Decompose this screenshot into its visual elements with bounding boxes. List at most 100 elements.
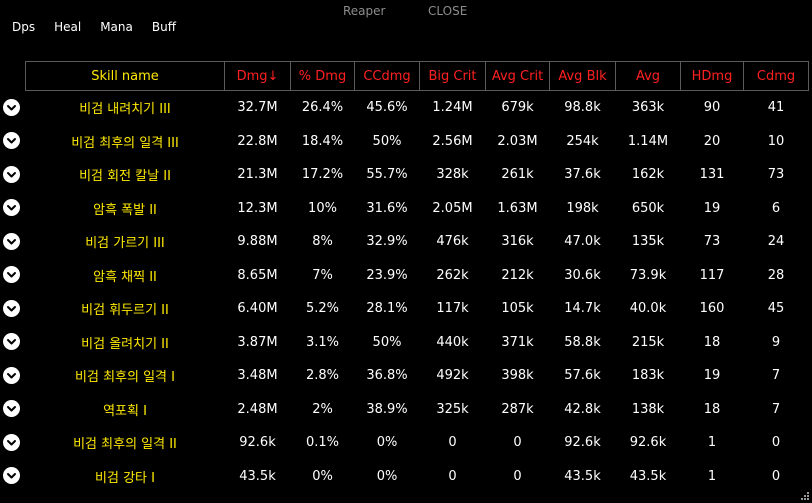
- tab-dps[interactable]: Dps: [12, 20, 36, 34]
- cell-avg-blk: 42.8k: [564, 401, 601, 417]
- cell-avg: 183k: [631, 368, 665, 384]
- column-header-avg-blk[interactable]: Avg Blk: [549, 61, 616, 91]
- cell-avg: 43.5k: [629, 468, 667, 484]
- cell-dmg: 43.5k: [239, 468, 276, 484]
- column-header-dmg[interactable]: Dmg↓: [224, 61, 291, 91]
- chevron-down-icon[interactable]: [3, 400, 20, 417]
- cell-avg-blk: 30.6k: [564, 267, 601, 283]
- cell-avg-blk: 58.8k: [564, 334, 601, 350]
- cell-avg-crit: 0: [513, 468, 522, 484]
- cell-dmg: 2.48M: [237, 401, 278, 417]
- chevron-down-icon[interactable]: [3, 467, 20, 484]
- cell-ccdmg: 28.1%: [366, 301, 408, 317]
- tab-mana[interactable]: Mana: [100, 20, 133, 34]
- cell-ccdmg: 55.7%: [366, 167, 408, 183]
- cell-avg-blk: 92.6k: [564, 435, 601, 451]
- table-row[interactable]: 암흑 폭발 II 12.3M 10% 31.6% 2.05M 1.63M 198k 650k 1…: [26, 192, 809, 226]
- cell-hdmg: 20: [703, 133, 721, 149]
- cell-skill-name: 비검 강타 I: [95, 470, 155, 486]
- column-header-skill-name[interactable]: Skill name: [25, 61, 225, 91]
- column-header-ccdmg[interactable]: CCdmg: [354, 61, 420, 91]
- cell-cdmg: 45: [767, 301, 785, 317]
- table-row[interactable]: 비검 휘두르기 II 6.40M 5.2% 28.1% 117k 105k 14.7k 40.…: [26, 292, 809, 326]
- column-header-percent-dmg[interactable]: % Dmg: [290, 61, 355, 91]
- cell-avg: 40.0k: [629, 301, 667, 317]
- cell-avg-blk: 47.0k: [564, 234, 601, 250]
- cell-avg-blk: 37.6k: [564, 167, 601, 183]
- cell-ccdmg: 38.9%: [366, 401, 408, 417]
- cell-avg-crit: 212k: [501, 267, 534, 283]
- cell-percent-dmg: 26.4%: [301, 100, 344, 116]
- chevron-down-icon[interactable]: [3, 199, 20, 216]
- cell-cdmg: 73: [767, 167, 785, 183]
- cell-dmg: 6.40M: [237, 301, 278, 317]
- cell-hdmg: 1: [707, 435, 717, 451]
- cell-hdmg: 73: [703, 234, 721, 250]
- column-header-cdmg[interactable]: Cdmg: [743, 61, 809, 91]
- table-row[interactable]: 비검 회전 칼날 II 21.3M 17.2% 55.7% 328k 261k 37.6k 1…: [26, 158, 809, 192]
- cell-avg-crit: 679k: [501, 100, 534, 116]
- cell-cdmg: 7: [771, 401, 781, 417]
- chevron-down-icon[interactable]: [3, 333, 20, 350]
- cell-cdmg: 10: [767, 133, 785, 149]
- cell-dmg: 22.8M: [237, 133, 278, 149]
- cell-ccdmg: 50%: [372, 334, 402, 350]
- cell-skill-name: 역포획 I: [103, 403, 147, 419]
- chevron-down-icon[interactable]: [3, 366, 20, 384]
- column-header-big-crit[interactable]: Big Crit: [419, 61, 486, 91]
- cell-cdmg: 0: [771, 435, 781, 451]
- cell-skill-name: 암흑 폭발 II: [93, 202, 157, 218]
- cell-cdmg: 7: [771, 368, 781, 384]
- cell-skill-name: 비검 최후의 일격 III: [71, 135, 179, 151]
- table-row[interactable]: 비검 최후의 일격 I 3.48M 2.8% 36.8% 492k 398k 57.6k 18…: [26, 359, 809, 393]
- table-row[interactable]: 비검 가르기 III 9.88M 8% 32.9% 476k 316k 47.0k 135k 7…: [26, 225, 809, 259]
- cell-big-crit: 328k: [436, 167, 469, 183]
- table-row[interactable]: 암흑 채찍 II 8.65M 7% 23.9% 262k 212k 30.6k 73.9k 11…: [26, 259, 809, 293]
- cell-percent-dmg: 0.1%: [305, 435, 340, 451]
- chevron-down-icon[interactable]: [3, 299, 20, 317]
- cell-avg-crit: 0: [513, 435, 522, 451]
- cell-big-crit: 492k: [436, 368, 469, 384]
- close-button[interactable]: CLOSE: [428, 4, 468, 18]
- cell-avg: 162k: [631, 167, 665, 183]
- cell-avg: 363k: [631, 100, 665, 116]
- resize-grip-icon[interactable]: [800, 491, 810, 501]
- cell-big-crit: 0: [448, 468, 457, 484]
- cell-avg-crit: 287k: [501, 401, 534, 417]
- cell-percent-dmg: 0%: [312, 468, 333, 484]
- cell-cdmg: 0: [771, 468, 781, 484]
- chevron-down-icon[interactable]: [3, 433, 20, 451]
- cell-dmg: 32.7M: [237, 100, 278, 116]
- cell-avg-blk: 254k: [566, 133, 599, 149]
- table-row[interactable]: 비검 강타 I 43.5k 0% 0% 0 0 43.5k 43.5k 1 0: [26, 460, 809, 494]
- cell-avg-blk: 98.8k: [564, 100, 601, 116]
- chevron-down-icon[interactable]: [3, 98, 20, 116]
- table-row[interactable]: 역포획 I 2.48M 2% 38.9% 325k 287k 42.8k 138k 18 7: [26, 393, 809, 427]
- chevron-down-icon[interactable]: [3, 165, 20, 183]
- cell-hdmg: 131: [699, 167, 725, 183]
- cell-skill-name: 비검 내려치기 III: [79, 102, 171, 118]
- table-row[interactable]: 비검 최후의 일격 II 92.6k 0.1% 0% 0 0 92.6k 92.6k 1 0: [26, 426, 809, 460]
- chevron-down-icon[interactable]: [3, 232, 20, 250]
- window-title: Reaper: [343, 4, 386, 18]
- table-row[interactable]: 비검 최후의 일격 III 22.8M 18.4% 50% 2.56M 2.03M 254k…: [26, 125, 809, 159]
- table-row[interactable]: 비검 올려치기 II 3.87M 3.1% 50% 440k 371k 58.8k 215k 1…: [26, 326, 809, 360]
- table-row[interactable]: 비검 내려치기 III 32.7M 26.4% 45.6% 1.24M 679k 98.8k…: [26, 91, 809, 125]
- cell-cdmg: 9: [771, 334, 781, 350]
- cell-percent-dmg: 2%: [312, 401, 333, 417]
- column-header-avg[interactable]: Avg: [615, 61, 681, 91]
- cell-avg: 73.9k: [629, 267, 667, 283]
- cell-percent-dmg: 2.8%: [305, 368, 340, 384]
- cell-percent-dmg: 10%: [308, 200, 337, 216]
- cell-ccdmg: 45.6%: [366, 100, 408, 116]
- chevron-down-icon[interactable]: [3, 266, 20, 283]
- tab-bar: Dps Heal Mana Buff: [12, 20, 195, 34]
- cell-avg-blk: 14.7k: [564, 301, 601, 317]
- column-header-avg-crit[interactable]: Avg Crit: [485, 61, 550, 91]
- chevron-down-icon[interactable]: [3, 132, 20, 149]
- cell-ccdmg: 31.6%: [366, 200, 408, 216]
- tab-heal[interactable]: Heal: [54, 20, 82, 34]
- column-header-hdmg[interactable]: HDmg: [680, 61, 744, 91]
- cell-big-crit: 476k: [436, 234, 469, 250]
- tab-buff[interactable]: Buff: [151, 20, 176, 34]
